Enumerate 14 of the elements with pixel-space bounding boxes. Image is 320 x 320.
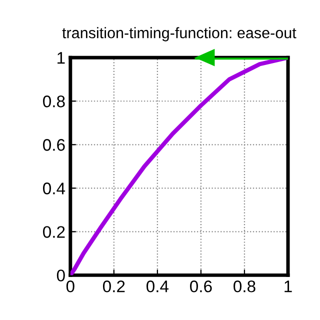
x-tick-label: 1 xyxy=(284,280,292,292)
y-tick-label: 0.4 xyxy=(43,182,66,194)
x-tick-label: 0.6 xyxy=(190,280,212,292)
chart-title: transition-timing-function: ease-out xyxy=(62,27,296,42)
x-tick-label: 0.2 xyxy=(102,280,125,292)
x-tick-label: 0.8 xyxy=(234,280,256,292)
y-tick-label: 0.8 xyxy=(43,96,65,108)
y-tick-label: 1 xyxy=(58,52,65,64)
x-tick-label: 0.4 xyxy=(146,280,169,292)
x-tick-label: 0 xyxy=(66,280,74,292)
y-tick-label: 0.6 xyxy=(43,139,65,151)
line-series xyxy=(70,58,288,276)
y-tick-label: 0 xyxy=(56,270,65,282)
y-tick-label: 0.2 xyxy=(43,226,65,238)
